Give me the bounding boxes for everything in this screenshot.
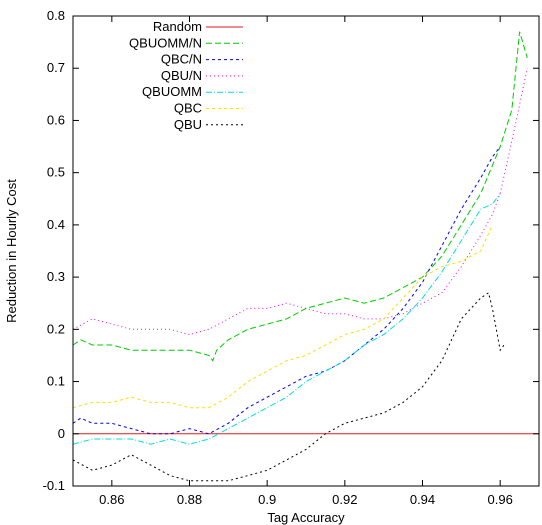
y-tick-label: 0.7 [47, 60, 65, 75]
series-line-qbuomm-n [72, 31, 528, 362]
y-tick-label: 0.3 [47, 269, 65, 284]
series-line-qbc-n [72, 146, 501, 435]
x-axis: 0.86 0.88 0.9 0.92 0.94 0.96 [99, 16, 513, 507]
y-tick-label: 0.8 [47, 8, 65, 23]
legend-label: QBU/N [161, 68, 202, 83]
x-tick-label: 0.94 [410, 492, 435, 507]
y-tick-label: 0.1 [47, 374, 65, 389]
x-tick-label: 0.9 [258, 492, 276, 507]
series-line-qbc [72, 224, 493, 409]
y-axis: -0.1 0 0.1 0.2 0.3 0.4 0.5 0.6 0.7 0.8 [43, 8, 539, 493]
legend-label: QBU [174, 117, 202, 132]
y-tick-label: 0.2 [47, 321, 65, 336]
y-tick-label: 0.5 [47, 165, 65, 180]
y-axis-label: Reduction in Hourly Cost [4, 179, 19, 323]
x-tick-label: 0.88 [177, 492, 202, 507]
y-tick-label: 0 [58, 426, 65, 441]
x-tick-label: 0.86 [99, 492, 124, 507]
y-tick-label: -0.1 [43, 478, 65, 493]
plot-frame [72, 15, 540, 487]
y-tick-label: 0.6 [47, 112, 65, 127]
x-tick-label: 0.92 [332, 492, 357, 507]
legend-label: QBC/N [161, 52, 202, 67]
legend-label: QBUOMM/N [129, 35, 202, 50]
series-line-qbu-n [72, 68, 528, 336]
y-tick-label: 0.4 [47, 217, 65, 232]
legend-label: QBC [174, 101, 202, 116]
x-axis-label: Tag Accuracy [267, 510, 345, 525]
plot-series [72, 31, 539, 482]
legend-label: QBUOMM [142, 84, 202, 99]
x-tick-label: 0.96 [488, 492, 513, 507]
legend-label: Random [153, 19, 202, 34]
series-line-qbu [72, 291, 505, 482]
